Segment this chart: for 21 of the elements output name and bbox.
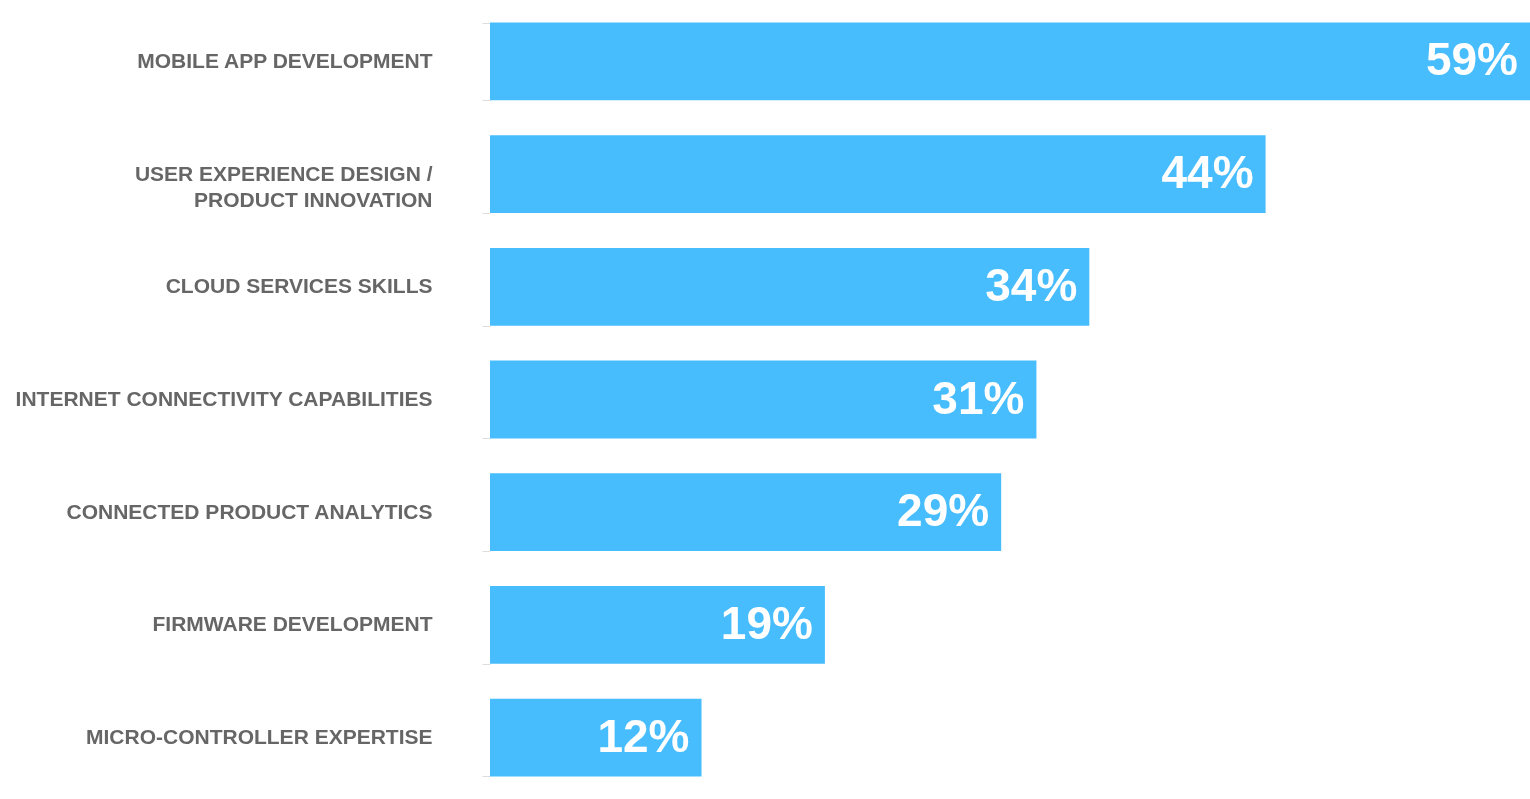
data-label: 34% xyxy=(985,258,1078,311)
data-label: 44% xyxy=(1161,146,1254,199)
data-label: 59% xyxy=(1425,33,1518,86)
data-label: 12% xyxy=(597,709,690,762)
bar xyxy=(490,473,1002,552)
bar xyxy=(490,135,1266,213)
y-tick-label: MOBILE APP DEVELOPMENT xyxy=(137,48,433,72)
y-tick-label: CONNECTED PRODUCT ANALYTICS xyxy=(66,499,433,523)
y-tick-label: MICRO-CONTROLLER EXPERTISE xyxy=(85,725,433,749)
bar xyxy=(490,586,825,664)
data-label: 29% xyxy=(897,484,990,537)
y-tick-label: CLOUD SERVICES SKILLS xyxy=(165,274,433,298)
y-tick-label: INTERNET CONNECTIVITY CAPABILITIES xyxy=(15,387,433,410)
bar xyxy=(490,360,1037,439)
bar xyxy=(490,247,1090,326)
data-label: 19% xyxy=(720,596,813,649)
y-tick-label: USER EXPERIENCE DESIGN / PRODUCT INNOVATION xyxy=(134,161,433,211)
bar xyxy=(490,22,1530,101)
data-label: 31% xyxy=(932,371,1025,424)
y-tick-label: FIRMWARE DEVELOPMENT xyxy=(152,612,433,636)
bar xyxy=(490,698,702,777)
